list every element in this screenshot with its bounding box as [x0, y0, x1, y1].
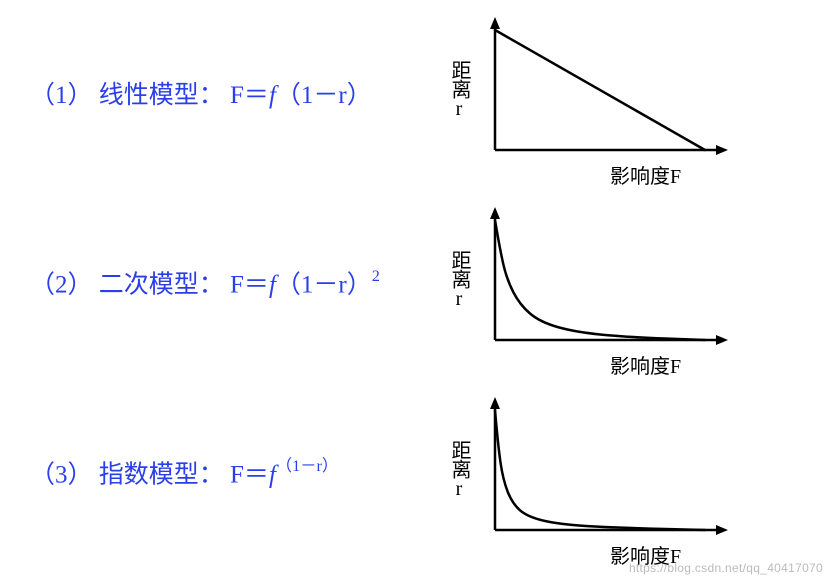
chart-svg-quadratic — [475, 200, 735, 350]
row-linear-model: （1） 线性模型： F＝f（1－r） 距离r 影响度F — [0, 0, 833, 190]
prefix-1: F＝ — [230, 82, 269, 109]
name-1: 线性模型： — [99, 82, 224, 109]
prefix-2: F＝ — [230, 272, 269, 299]
exp-sup-3: （1－r） — [276, 457, 338, 475]
row-exponential-model: （3） 指数模型： F＝f（1－r） 距离r 影响度F — [0, 380, 833, 570]
chart-svg-linear — [475, 10, 735, 160]
row-quadratic-model: （2） 二次模型： F＝f（1－r）2 距离r 影响度F — [0, 190, 833, 380]
middle-1: （1－r） — [276, 82, 372, 109]
prefix-3: F＝ — [230, 462, 269, 489]
num-2: （2） — [30, 272, 93, 299]
xlabel-2: 影响度F — [610, 350, 681, 379]
chart-linear: 距离r 影响度F — [440, 0, 800, 190]
f-italic-1: f — [269, 82, 276, 109]
chart-quadratic: 距离r 影响度F — [440, 190, 800, 380]
ylabel-1: 距离r — [445, 60, 474, 119]
num-3: （3） — [30, 462, 93, 489]
chart-svg-exponential — [475, 390, 735, 540]
num-1: （1） — [30, 82, 93, 109]
formula-quadratic: （2） 二次模型： F＝f（1－r）2 — [0, 267, 440, 302]
ylabel-3: 距离r — [445, 440, 474, 499]
f-italic-3: f — [269, 462, 276, 489]
formula-exponential: （3） 指数模型： F＝f（1－r） — [0, 457, 440, 492]
ylabel-2: 距离r — [445, 250, 474, 309]
xlabel-1: 影响度F — [610, 160, 681, 189]
sup-2: 2 — [372, 267, 380, 285]
middle-2: （1－r） — [276, 272, 372, 299]
chart-exponential: 距离r 影响度F — [440, 380, 800, 570]
formula-linear: （1） 线性模型： F＝f（1－r） — [0, 78, 440, 113]
watermark: https://blog.csdn.net/qq_40417070 — [629, 561, 823, 575]
name-2: 二次模型： — [99, 272, 224, 299]
f-italic-2: f — [269, 272, 276, 299]
name-3: 指数模型： — [99, 462, 224, 489]
